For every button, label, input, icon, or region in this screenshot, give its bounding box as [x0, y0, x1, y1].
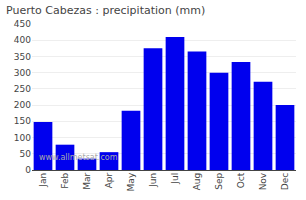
svg-text:Jul: Jul — [170, 173, 180, 185]
svg-text:150: 150 — [14, 116, 31, 126]
svg-text:50: 50 — [20, 149, 32, 159]
svg-text:Mar: Mar — [82, 173, 92, 190]
svg-text:Oct: Oct — [236, 172, 246, 188]
svg-text:Sep: Sep — [214, 173, 224, 190]
svg-text:Puerto Cabezas : precipitation: Puerto Cabezas : precipitation (mm) — [6, 4, 205, 17]
svg-text:450: 450 — [14, 19, 31, 29]
svg-text:350: 350 — [14, 52, 31, 62]
svg-text:May: May — [126, 172, 136, 191]
svg-text:100: 100 — [14, 133, 31, 143]
svg-text:Apr: Apr — [104, 173, 114, 189]
svg-text:Nov: Nov — [258, 172, 268, 190]
svg-text:400: 400 — [14, 35, 31, 45]
svg-text:250: 250 — [14, 84, 31, 94]
svg-text:Feb: Feb — [60, 173, 70, 189]
svg-text:300: 300 — [14, 68, 31, 78]
svg-text:Aug: Aug — [192, 173, 202, 191]
svg-text:www.allmetsat.com: www.allmetsat.com — [39, 153, 118, 162]
svg-text:Jun: Jun — [148, 173, 158, 188]
svg-text:200: 200 — [14, 100, 31, 110]
svg-text:0: 0 — [25, 165, 31, 175]
svg-text:Jan: Jan — [38, 173, 48, 188]
svg-text:Dec: Dec — [280, 173, 290, 190]
